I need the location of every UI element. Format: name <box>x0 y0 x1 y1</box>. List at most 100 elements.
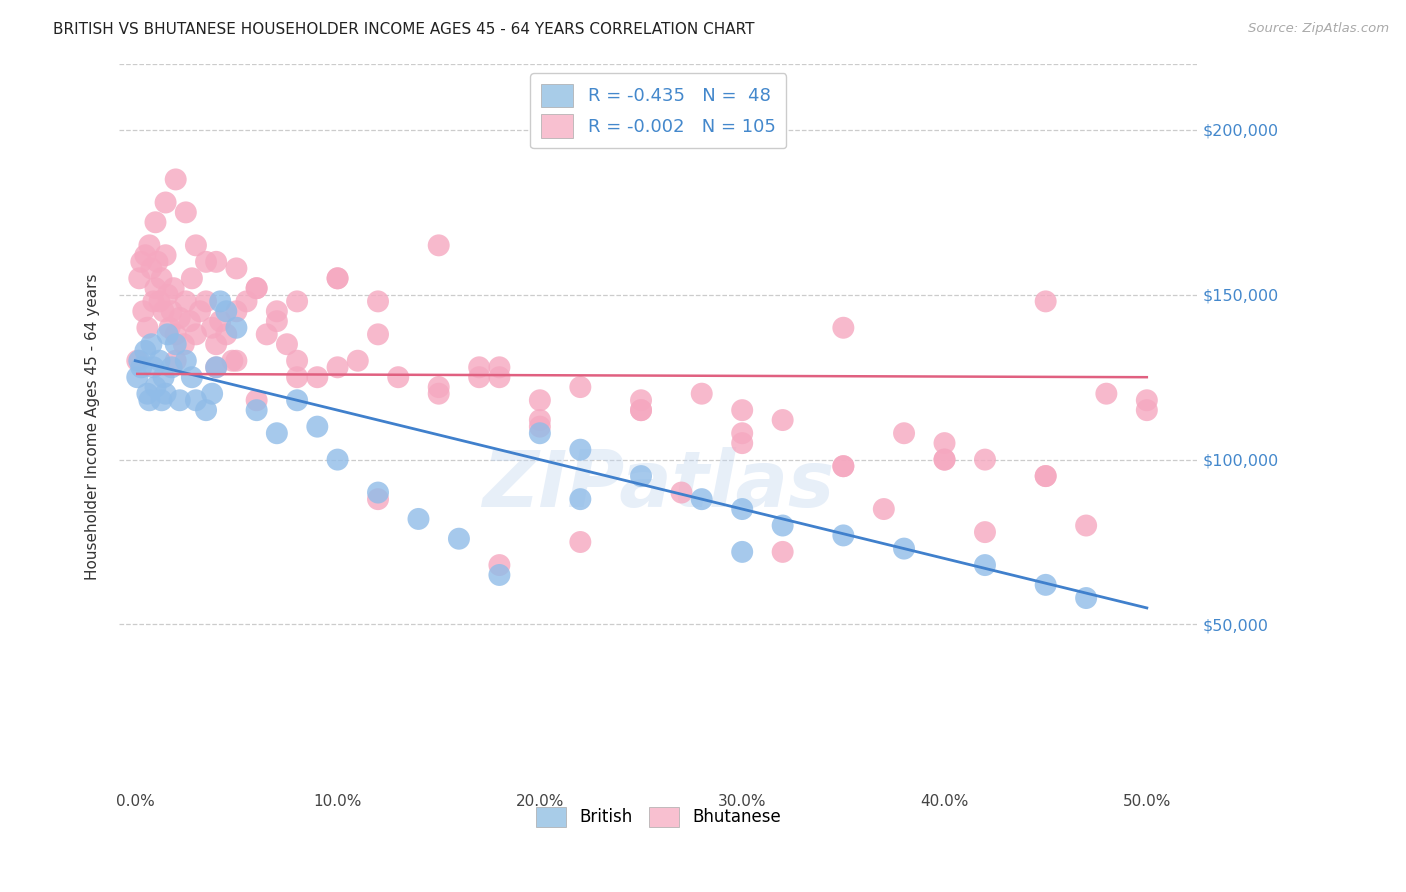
Point <box>150 393 173 408</box>
Point <box>142 360 165 375</box>
Point <box>145 380 167 394</box>
Point <box>285 370 308 384</box>
Point <box>173 337 195 351</box>
Point <box>408 512 430 526</box>
Point <box>307 419 329 434</box>
Point <box>201 320 224 334</box>
Point <box>367 294 389 309</box>
Point <box>276 337 298 351</box>
Point <box>160 304 183 318</box>
Point <box>1136 393 1159 408</box>
Point <box>630 393 652 408</box>
Point <box>731 403 754 417</box>
Point <box>256 327 278 342</box>
Point <box>146 255 169 269</box>
Point <box>731 502 754 516</box>
Point <box>266 426 288 441</box>
Point <box>174 205 197 219</box>
Point <box>225 261 247 276</box>
Point <box>832 528 855 542</box>
Point <box>630 469 652 483</box>
Point <box>488 360 510 375</box>
Point <box>307 370 329 384</box>
Point <box>188 304 211 318</box>
Point <box>180 271 202 285</box>
Point <box>285 353 308 368</box>
Point <box>155 386 177 401</box>
Legend: British, Bhutanese: British, Bhutanese <box>527 798 789 835</box>
Point <box>165 327 187 342</box>
Point <box>184 238 207 252</box>
Point <box>630 403 652 417</box>
Point <box>1035 469 1057 483</box>
Point <box>155 195 177 210</box>
Point <box>893 426 915 441</box>
Point <box>731 436 754 450</box>
Point <box>246 403 269 417</box>
Point <box>246 393 269 408</box>
Point <box>387 370 409 384</box>
Point <box>427 238 450 252</box>
Text: BRITISH VS BHUTANESE HOUSEHOLDER INCOME AGES 45 - 64 YEARS CORRELATION CHART: BRITISH VS BHUTANESE HOUSEHOLDER INCOME … <box>53 22 755 37</box>
Point <box>156 327 179 342</box>
Point <box>142 294 165 309</box>
Point <box>134 248 156 262</box>
Point <box>934 452 956 467</box>
Point <box>128 271 150 285</box>
Point <box>529 413 551 427</box>
Point <box>569 380 592 394</box>
Point <box>1095 386 1118 401</box>
Point <box>630 403 652 417</box>
Point <box>165 353 187 368</box>
Point <box>201 386 224 401</box>
Point <box>141 261 163 276</box>
Point <box>127 353 149 368</box>
Point <box>326 271 349 285</box>
Point <box>266 304 288 318</box>
Point <box>145 281 167 295</box>
Point <box>832 459 855 474</box>
Point <box>468 370 491 384</box>
Point <box>488 370 510 384</box>
Point <box>832 459 855 474</box>
Point <box>427 380 450 394</box>
Point <box>690 386 713 401</box>
Point <box>367 485 389 500</box>
Point <box>138 393 160 408</box>
Point <box>205 360 228 375</box>
Point <box>148 353 170 368</box>
Point <box>569 492 592 507</box>
Point <box>772 413 794 427</box>
Point <box>529 393 551 408</box>
Point <box>1035 578 1057 592</box>
Point <box>136 386 159 401</box>
Point <box>179 314 201 328</box>
Point <box>225 320 247 334</box>
Point <box>221 353 243 368</box>
Point <box>215 304 238 318</box>
Point <box>974 525 997 540</box>
Point <box>127 370 149 384</box>
Point <box>225 353 247 368</box>
Point <box>569 535 592 549</box>
Point <box>155 248 177 262</box>
Point <box>195 403 218 417</box>
Point <box>152 304 174 318</box>
Point <box>326 271 349 285</box>
Point <box>529 419 551 434</box>
Point <box>136 320 159 334</box>
Point <box>367 492 389 507</box>
Point <box>690 492 713 507</box>
Point <box>934 436 956 450</box>
Point <box>195 294 218 309</box>
Point <box>569 442 592 457</box>
Point <box>184 393 207 408</box>
Y-axis label: Householder Income Ages 45 - 64 years: Householder Income Ages 45 - 64 years <box>86 273 100 580</box>
Point <box>488 568 510 582</box>
Point <box>152 370 174 384</box>
Point <box>1035 294 1057 309</box>
Point <box>205 360 228 375</box>
Point <box>138 238 160 252</box>
Point <box>195 255 218 269</box>
Point <box>1136 403 1159 417</box>
